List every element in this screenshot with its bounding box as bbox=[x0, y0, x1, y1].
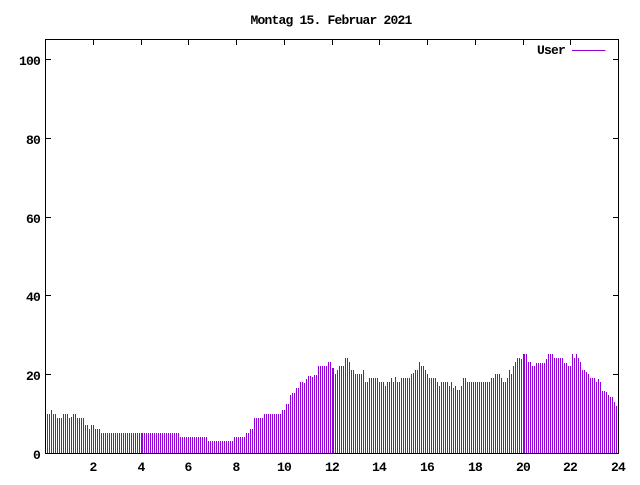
svg-text:24: 24 bbox=[611, 460, 626, 475]
svg-text:100: 100 bbox=[19, 54, 41, 69]
svg-text:20: 20 bbox=[516, 460, 531, 475]
svg-text:0: 0 bbox=[33, 448, 41, 463]
svg-text:4: 4 bbox=[137, 460, 145, 475]
svg-text:10: 10 bbox=[277, 460, 292, 475]
svg-text:8: 8 bbox=[232, 460, 240, 475]
svg-text:Montag 15. Februar 2021: Montag 15. Februar 2021 bbox=[250, 13, 412, 28]
svg-text:14: 14 bbox=[372, 460, 387, 475]
svg-text:12: 12 bbox=[325, 460, 340, 475]
svg-text:18: 18 bbox=[468, 460, 483, 475]
svg-text:40: 40 bbox=[26, 290, 41, 305]
svg-text:2: 2 bbox=[89, 460, 97, 475]
svg-text:20: 20 bbox=[26, 369, 41, 384]
svg-text:22: 22 bbox=[563, 460, 578, 475]
svg-text:6: 6 bbox=[184, 460, 192, 475]
svg-text:User: User bbox=[537, 43, 565, 58]
svg-text:16: 16 bbox=[420, 460, 435, 475]
svg-text:60: 60 bbox=[26, 212, 41, 227]
svg-text:80: 80 bbox=[26, 133, 41, 148]
